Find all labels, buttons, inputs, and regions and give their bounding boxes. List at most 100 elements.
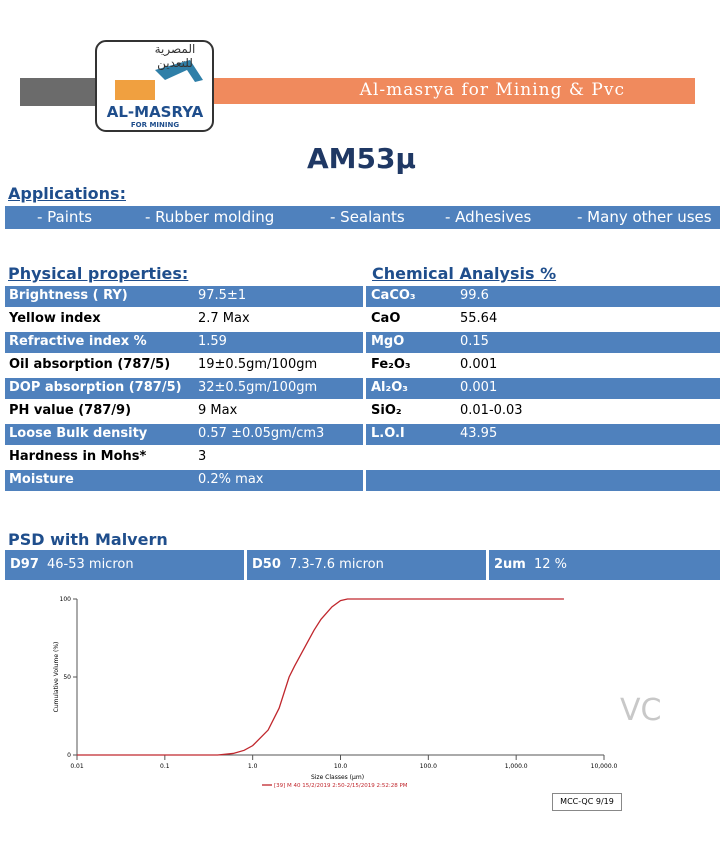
x-tick-label: 1,000.0 xyxy=(505,763,528,770)
psd-label: D50 xyxy=(252,557,281,572)
compound-value: 55.64 xyxy=(460,311,498,326)
row-band xyxy=(5,424,363,445)
property-value: 0.57 ±0.05gm/cm3 xyxy=(198,426,325,441)
application-item: - Paints xyxy=(37,208,93,226)
table-row: Brightness ( RY) 97.5±1 CaCO₃ 99.6 xyxy=(0,286,723,307)
property-name: DOP absorption (787/5) xyxy=(9,380,182,395)
section-heading: Physical properties: xyxy=(8,264,189,283)
property-name: Brightness ( RY) xyxy=(9,288,128,303)
row-band xyxy=(366,286,720,307)
x-tick-label: 10.0 xyxy=(334,763,348,770)
logo-name: AL-MASRYA xyxy=(107,103,204,121)
psd-cell: D50 7.3-7.6 micron xyxy=(247,550,486,580)
x-tick-label: 10,000.0 xyxy=(591,763,618,770)
compound-name: MgO xyxy=(371,334,405,349)
table-row: DOP absorption (787/5) 32±0.5gm/100gm Al₂O… xyxy=(0,378,723,399)
row-band xyxy=(366,470,720,491)
legend-label: [39] M 40 15/2/2019 2:50-2/15/2019 2:52:… xyxy=(274,783,408,789)
table-row: Hardness in Mohs* 3 xyxy=(0,447,723,468)
row-band xyxy=(5,378,363,399)
x-tick-label: 0.01 xyxy=(70,763,84,770)
y-axis-title: Cumulative Volume (%) xyxy=(53,642,60,713)
psd-label: 2um xyxy=(494,557,526,572)
company-name: Al-masrya for Mining & Pvc xyxy=(359,80,625,100)
psd-value: 46-53 micron xyxy=(47,557,134,572)
property-name: Refractive index % xyxy=(9,334,147,349)
document-code: MCC-QC 9/19 xyxy=(552,793,622,811)
psd-cell: 2um 12 % xyxy=(489,550,720,580)
property-name: Oil absorption (787/5) xyxy=(9,357,171,372)
table-row: Moisture 0.2% max xyxy=(0,470,723,491)
y-tick-label: 50 xyxy=(63,674,71,681)
psd-label: D97 xyxy=(10,557,39,572)
psd-value: 7.3-7.6 micron xyxy=(289,557,384,572)
compound-name: SiO₂ xyxy=(371,403,402,418)
row-band xyxy=(5,286,363,307)
compound-value: 0.001 xyxy=(460,357,498,372)
section-heading: Chemical Analysis % xyxy=(372,264,557,283)
compound-value: 0.01-0.03 xyxy=(460,403,523,418)
psd-chart: 0 50 100 0.01 0.1 1.0 10.0 100.0 1,000.0 10,000.0… xyxy=(53,596,618,789)
logo-sub: FOR MINING xyxy=(131,121,179,129)
property-value: 2.7 Max xyxy=(198,311,250,326)
logo-excavator xyxy=(155,60,203,82)
table-row: Yellow index 2.7 Max CaO 55.64 xyxy=(0,309,723,330)
watermark: VC xyxy=(620,693,662,728)
x-axis-title: Size Classes (µm) xyxy=(311,774,364,781)
property-name: Yellow index xyxy=(9,311,101,326)
compound-name: Fe₂O₃ xyxy=(371,357,411,372)
x-tick-label: 0.1 xyxy=(160,763,170,770)
property-value: 3 xyxy=(198,449,207,464)
logo: المصرية للتعدين AL-MASRYA FOR MINING xyxy=(95,40,214,132)
application-item: - Many other uses xyxy=(577,208,712,226)
table-row: Oil absorption (787/5) 19±0.5gm/100gm Fe₂O… xyxy=(0,355,723,376)
property-value: 32±0.5gm/100gm xyxy=(198,380,318,395)
y-tick-label: 0 xyxy=(67,752,71,759)
title: AM53µ xyxy=(306,142,417,175)
orange-band: Al-masrya for Mining & Pvc xyxy=(213,78,695,104)
property-value: 19±0.5gm/100gm xyxy=(198,357,318,372)
x-tick-label: 1.0 xyxy=(248,763,258,770)
property-value: 97.5±1 xyxy=(198,288,247,303)
application-item: - Sealants xyxy=(330,208,405,226)
property-name: Moisture xyxy=(9,472,74,487)
table-row: Loose Bulk density 0.57 ±0.05gm/cm3 L.O.I 4… xyxy=(0,424,723,445)
compound-name: L.O.I xyxy=(371,426,405,441)
row-band xyxy=(5,332,363,353)
data-line xyxy=(77,598,564,756)
compound-value: 0.15 xyxy=(460,334,489,349)
psd-bar: D97 46-53 micron D50 7.3-7.6 micron 2um 12 % xyxy=(5,550,720,580)
property-name: Loose Bulk density xyxy=(9,426,148,441)
compound-value: 99.6 xyxy=(460,288,489,303)
compound-name: Al₂O₃ xyxy=(371,380,408,395)
section-heading: Applications: xyxy=(8,184,126,203)
application-item: - Adhesives xyxy=(445,208,532,226)
row-band xyxy=(5,470,363,491)
psd-value: 12 % xyxy=(534,557,568,572)
applications-bar: - Paints - Rubber molding - Sealants - Adhe… xyxy=(5,206,720,229)
x-tick-label: 100.0 xyxy=(420,763,437,770)
compound-value: 0.001 xyxy=(460,380,498,395)
logo-arabic: المصرية xyxy=(155,42,196,57)
compound-name: CaCO₃ xyxy=(371,288,416,303)
table-row: Refractive index % 1.59 MgO 0.15 xyxy=(0,332,723,353)
application-item: - Rubber molding xyxy=(145,208,275,226)
psd-cell: D97 46-53 micron xyxy=(5,550,244,580)
section-heading: PSD with Malvern xyxy=(8,530,168,549)
row-band xyxy=(366,378,720,399)
property-value: 0.2% max xyxy=(198,472,264,487)
grey-band xyxy=(20,78,96,106)
row-band xyxy=(366,332,720,353)
compound-value: 43.95 xyxy=(460,426,498,441)
property-name: Hardness in Mohs* xyxy=(9,449,147,464)
property-name: PH value (787/9) xyxy=(9,403,132,418)
table-row: PH value (787/9) 9 Max SiO₂ 0.01-0.03 xyxy=(0,401,723,422)
logo-arabic: للتعدين xyxy=(157,56,193,71)
property-value: 9 Max xyxy=(198,403,238,418)
y-tick-label: 100 xyxy=(60,596,72,603)
property-value: 1.59 xyxy=(198,334,227,349)
compound-name: CaO xyxy=(371,311,401,326)
logo-body xyxy=(115,80,155,100)
